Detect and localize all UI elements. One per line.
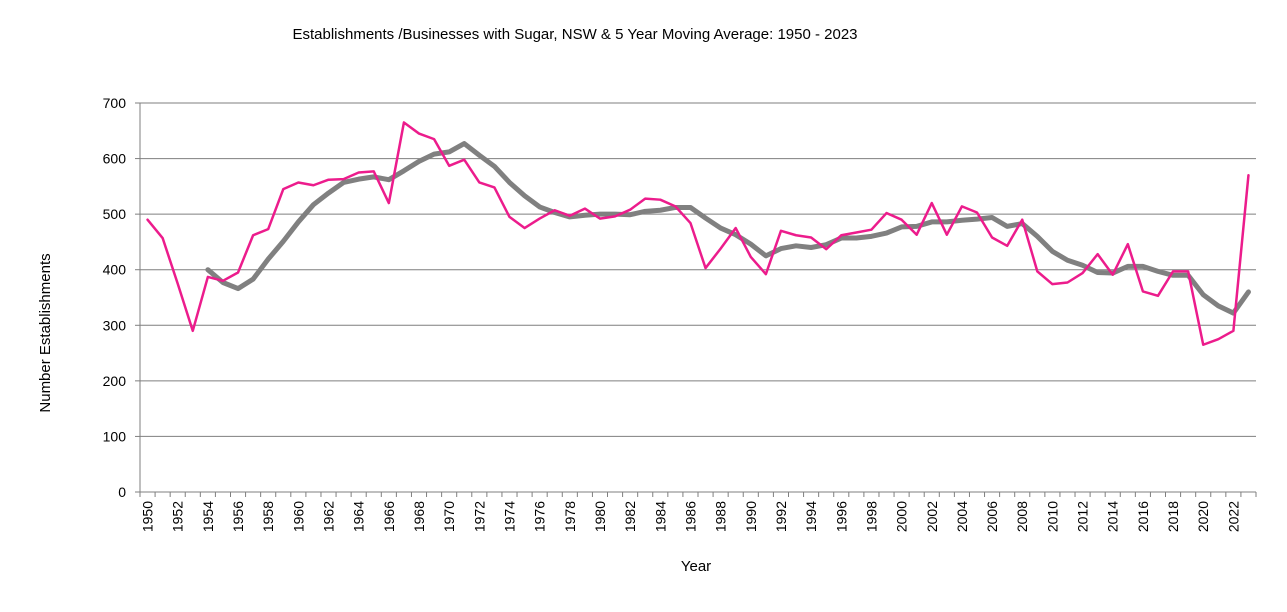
x-tick-label: 2012 bbox=[1075, 501, 1091, 532]
x-tick-label: 1964 bbox=[351, 501, 367, 532]
series-line-establishments bbox=[146, 121, 1250, 346]
y-axis-ticks: 0 100 200 300 400 500 600 700 bbox=[103, 95, 140, 500]
y-tick-label: 100 bbox=[103, 428, 127, 444]
y-tick-label: 0 bbox=[118, 484, 126, 500]
x-tick-label: 1992 bbox=[773, 501, 789, 532]
x-tick-label: 1956 bbox=[230, 501, 246, 532]
x-tick-label: 2004 bbox=[954, 501, 970, 532]
x-tick-label: 2006 bbox=[984, 501, 1000, 532]
y-tick-label: 400 bbox=[103, 262, 127, 278]
x-axis-ticks: 1950 1952 1954 1956 1958 1960 1962 1964 1966 1968… bbox=[139, 492, 1257, 532]
series-group bbox=[146, 121, 1251, 346]
x-tick-label: 1998 bbox=[863, 501, 879, 532]
y-tick-label: 300 bbox=[103, 317, 127, 333]
x-tick-label: 1976 bbox=[532, 501, 548, 532]
x-tick-label: 2022 bbox=[1225, 501, 1241, 532]
x-tick-label: 2002 bbox=[924, 501, 940, 532]
x-tick-label: 1984 bbox=[652, 501, 668, 532]
series-line-5-year-moving-average bbox=[205, 141, 1251, 316]
x-tick-label: 1994 bbox=[803, 501, 819, 532]
x-tick-label: 2000 bbox=[894, 501, 910, 532]
x-tick-label: 1962 bbox=[321, 501, 337, 532]
x-tick-label: 1950 bbox=[140, 501, 156, 532]
x-tick-label: 2020 bbox=[1195, 501, 1211, 532]
chart-title: Establishments /Businesses with Sugar, N… bbox=[292, 26, 857, 43]
x-tick-label: 1968 bbox=[411, 501, 427, 532]
x-tick-label: 2008 bbox=[1014, 501, 1030, 532]
x-tick-label: 2014 bbox=[1105, 501, 1121, 532]
x-tick-label: 1996 bbox=[833, 501, 849, 532]
x-tick-label: 2010 bbox=[1044, 501, 1060, 532]
x-tick-label: 1978 bbox=[562, 501, 578, 532]
x-tick-label: 1966 bbox=[381, 501, 397, 532]
x-tick-label: 1986 bbox=[682, 501, 698, 532]
x-tick-label: 1960 bbox=[290, 501, 306, 532]
x-tick-label: 1952 bbox=[170, 501, 186, 532]
axes bbox=[139, 103, 1256, 493]
x-tick-label: 1954 bbox=[200, 501, 216, 532]
x-tick-label: 1990 bbox=[743, 501, 759, 532]
y-tick-label: 200 bbox=[103, 373, 127, 389]
y-tick-label: 500 bbox=[103, 206, 127, 222]
y-axis-label: Number Establishments bbox=[37, 253, 54, 412]
x-tick-label: 1980 bbox=[592, 501, 608, 532]
x-tick-label: 1982 bbox=[622, 501, 638, 532]
y-tick-label: 700 bbox=[103, 95, 127, 111]
x-axis-label: Year bbox=[681, 558, 711, 575]
x-tick-label: 1974 bbox=[501, 501, 517, 532]
x-tick-label: 1972 bbox=[471, 501, 487, 532]
x-tick-label: 1970 bbox=[441, 501, 457, 532]
x-tick-label: 1958 bbox=[260, 501, 276, 532]
x-tick-label: 2016 bbox=[1135, 501, 1151, 532]
y-tick-label: 600 bbox=[103, 151, 127, 167]
x-tick-label: 1988 bbox=[713, 501, 729, 532]
x-tick-label: 2018 bbox=[1165, 501, 1181, 532]
